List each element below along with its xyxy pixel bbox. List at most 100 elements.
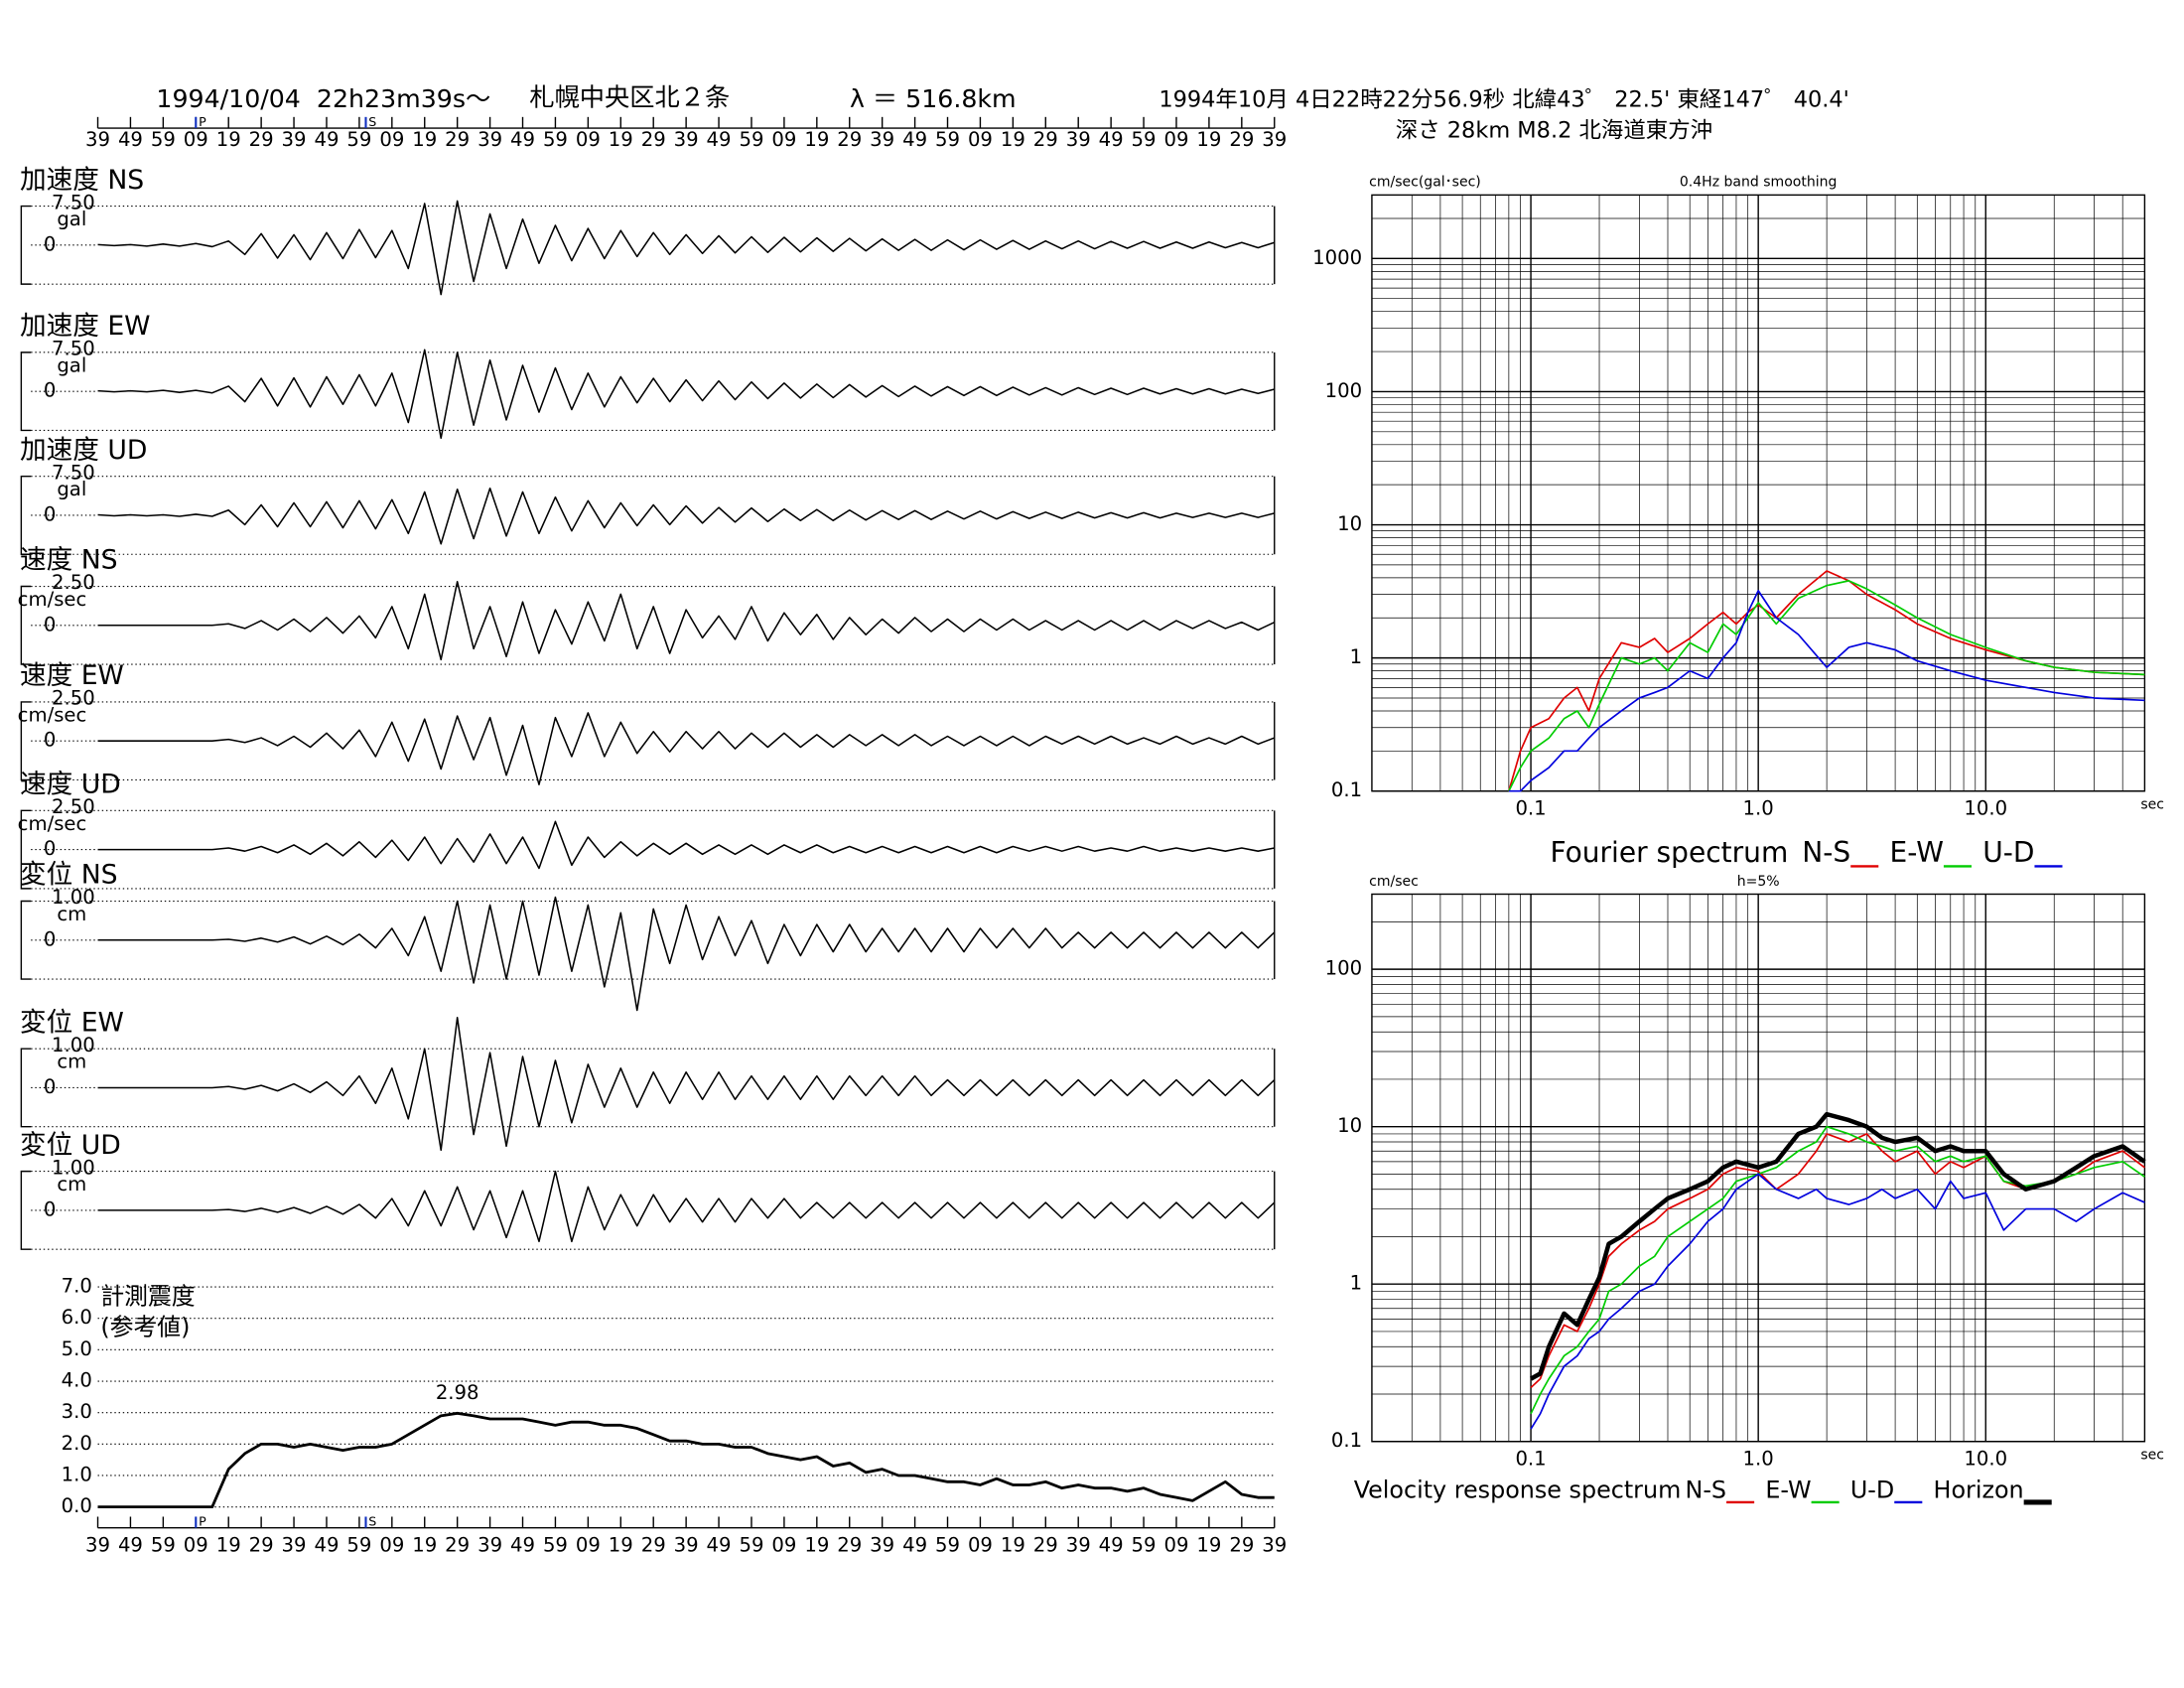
x-tick-label: 29 xyxy=(837,128,862,151)
chart-title: 計測震度 xyxy=(100,1283,195,1311)
trace-bracket xyxy=(20,900,32,980)
x-tick-label: 09 xyxy=(771,1533,796,1556)
y-tick-label: 1000 xyxy=(1312,246,1362,269)
y-tick-label: 7.50 xyxy=(52,191,95,213)
x-tick-label: 29 xyxy=(1033,128,1058,151)
x-tick-label: 49 xyxy=(902,128,927,151)
chart-title: Velocity response spectrum xyxy=(1354,1477,1682,1504)
x-tick-label: 29 xyxy=(837,1533,862,1556)
y-tick-label: 1 xyxy=(1350,645,1363,668)
x-tick-label: 39 xyxy=(674,128,699,151)
x-tick-label: 09 xyxy=(1163,128,1188,151)
x-tick-label: 49 xyxy=(707,1533,732,1556)
x-tick-label: 39 xyxy=(85,128,110,151)
y-tick-label: 0 xyxy=(44,1075,56,1098)
x-tick-label: 19 xyxy=(216,1533,241,1556)
x-tick-label: 59 xyxy=(346,1533,371,1556)
x-tick-label: 39 xyxy=(674,1533,699,1556)
y-axis-label: cm/sec(gal･sec) xyxy=(1369,175,1481,191)
origin-time: 1994年10月 4日22時22分56.9秒 北緯43゜ 22.5' 東経147… xyxy=(1159,86,1849,112)
trace-title: 速度 NS xyxy=(20,545,118,576)
y-unit: gal xyxy=(57,478,86,500)
record-date: 1994/10/04 22h23m39s～ xyxy=(156,84,490,113)
waveform xyxy=(97,712,1276,785)
y-tick-label: 2.50 xyxy=(52,571,95,594)
y-tick-label: 100 xyxy=(1325,957,1362,980)
x-tick-label: 09 xyxy=(1163,1533,1188,1556)
x-tick-label: 19 xyxy=(1001,1533,1025,1556)
trace-bracket xyxy=(20,205,32,285)
x-tick-label: 49 xyxy=(118,128,143,151)
trace-bracket xyxy=(20,352,32,432)
x-tick-label: 09 xyxy=(968,128,993,151)
x-tick-label: 09 xyxy=(184,128,208,151)
y-unit: cm xyxy=(57,1173,86,1196)
x-tick-label: 39 xyxy=(1066,1533,1091,1556)
y-tick-label: 1 xyxy=(1350,1272,1363,1295)
trace-bracket xyxy=(20,701,32,781)
y-unit: gal xyxy=(57,208,86,230)
x-tick-label: 39 xyxy=(478,1533,502,1556)
y-tick-label: 2.50 xyxy=(52,687,95,710)
x-tick-label: 19 xyxy=(804,128,829,151)
waveform xyxy=(97,1170,1276,1243)
trace-title: 変位 NS xyxy=(20,860,118,891)
x-tick-label: 0.1 xyxy=(1515,796,1546,819)
trace-title: 速度 UD xyxy=(20,770,121,800)
hypocenter: 深さ 28km M8.2 北海道東方沖 xyxy=(1396,117,1712,143)
y-tick-label: 5.0 xyxy=(62,1337,92,1360)
x-tick-label: 39 xyxy=(282,128,307,151)
y-tick-label: 3.0 xyxy=(62,1400,92,1423)
y-tick-label: 2.0 xyxy=(62,1432,92,1455)
phase-label: S xyxy=(368,114,376,129)
y-unit: gal xyxy=(57,353,86,376)
x-tick-label: 49 xyxy=(510,128,535,151)
x-tick-label: 10.0 xyxy=(1964,1447,2007,1470)
y-unit: cm/sec xyxy=(18,588,87,611)
phase-label: S xyxy=(368,1514,376,1529)
x-tick-label: 29 xyxy=(1229,128,1254,151)
y-unit: cm xyxy=(57,903,86,925)
x-axis-label: sec xyxy=(2140,797,2164,813)
trace-bracket xyxy=(20,476,32,555)
y-tick-label: 4.0 xyxy=(62,1369,92,1392)
x-tick-label: 10.0 xyxy=(1964,796,2007,819)
trace-bracket xyxy=(20,1170,32,1250)
trace-bracket xyxy=(20,809,32,890)
waveform xyxy=(97,581,1276,661)
x-tick-label: 09 xyxy=(379,1533,404,1556)
x-tick-label: 19 xyxy=(609,1533,633,1556)
x-tick-label: 19 xyxy=(1001,128,1025,151)
y-tick-label: 0 xyxy=(44,232,56,255)
trace-title: 加速度 UD xyxy=(20,435,147,466)
trace-title: 加速度 EW xyxy=(20,311,151,342)
x-tick-label: 09 xyxy=(576,1533,601,1556)
x-tick-label: 39 xyxy=(870,1533,894,1556)
x-tick-label: 39 xyxy=(478,128,502,151)
legend-label: E-W xyxy=(1889,836,1943,869)
y-tick-label: 0 xyxy=(44,379,56,402)
x-tick-label: 19 xyxy=(412,1533,437,1556)
y-tick-label: 10 xyxy=(1337,1114,1362,1137)
series-line xyxy=(1530,1173,2145,1430)
epicentral-distance: λ ＝ 516.8km xyxy=(850,84,1017,113)
x-tick-label: 59 xyxy=(543,1533,568,1556)
y-tick-label: 0 xyxy=(44,613,56,635)
y-tick-label: 0 xyxy=(44,1197,56,1220)
x-tick-label: 19 xyxy=(216,128,241,151)
phase-label: P xyxy=(199,1514,206,1529)
x-tick-label: 1.0 xyxy=(1743,796,1774,819)
x-tick-label: 29 xyxy=(641,1533,666,1556)
x-tick-label: 29 xyxy=(641,128,666,151)
x-tick-label: 19 xyxy=(1196,128,1221,151)
waveform xyxy=(97,349,1275,440)
y-tick-label: 0 xyxy=(44,729,56,752)
x-tick-label: 59 xyxy=(151,128,176,151)
trace-bracket xyxy=(20,585,32,665)
x-tick-label: 19 xyxy=(412,128,437,151)
legend-label: Horizon xyxy=(1934,1477,2024,1504)
x-tick-label: 29 xyxy=(249,128,274,151)
x-tick-label: 09 xyxy=(576,128,601,151)
y-tick-label: 1.00 xyxy=(52,886,95,909)
